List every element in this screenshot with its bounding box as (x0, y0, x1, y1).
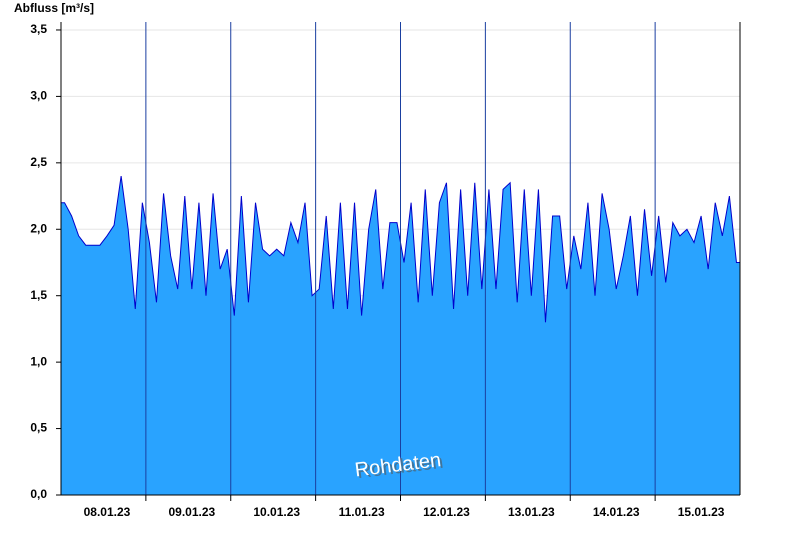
x-tick-label: 15.01.23 (678, 505, 725, 519)
x-tick-label: 09.01.23 (168, 505, 215, 519)
y-tick-label: 1,0 (30, 354, 47, 368)
y-tick-label: 3,5 (30, 22, 47, 36)
chart-title: Abfluss [m³/s] (14, 1, 94, 15)
x-tick-label: 11.01.23 (339, 505, 385, 519)
x-tick-label: 10.01.23 (253, 505, 300, 519)
x-tick-label: 12.01.23 (423, 505, 470, 519)
x-tick-label: 08.01.23 (84, 505, 131, 519)
y-tick-label: 2,0 (30, 221, 47, 235)
y-tick-label: 2,5 (30, 155, 47, 169)
y-tick-label: 1,5 (30, 288, 47, 302)
y-tick-label: 3,0 (30, 89, 47, 103)
x-tick-label: 14.01.23 (593, 505, 640, 519)
x-tick-label: 13.01.23 (508, 505, 555, 519)
y-tick-label: 0,0 (30, 487, 47, 501)
y-tick-label: 0,5 (30, 421, 47, 435)
